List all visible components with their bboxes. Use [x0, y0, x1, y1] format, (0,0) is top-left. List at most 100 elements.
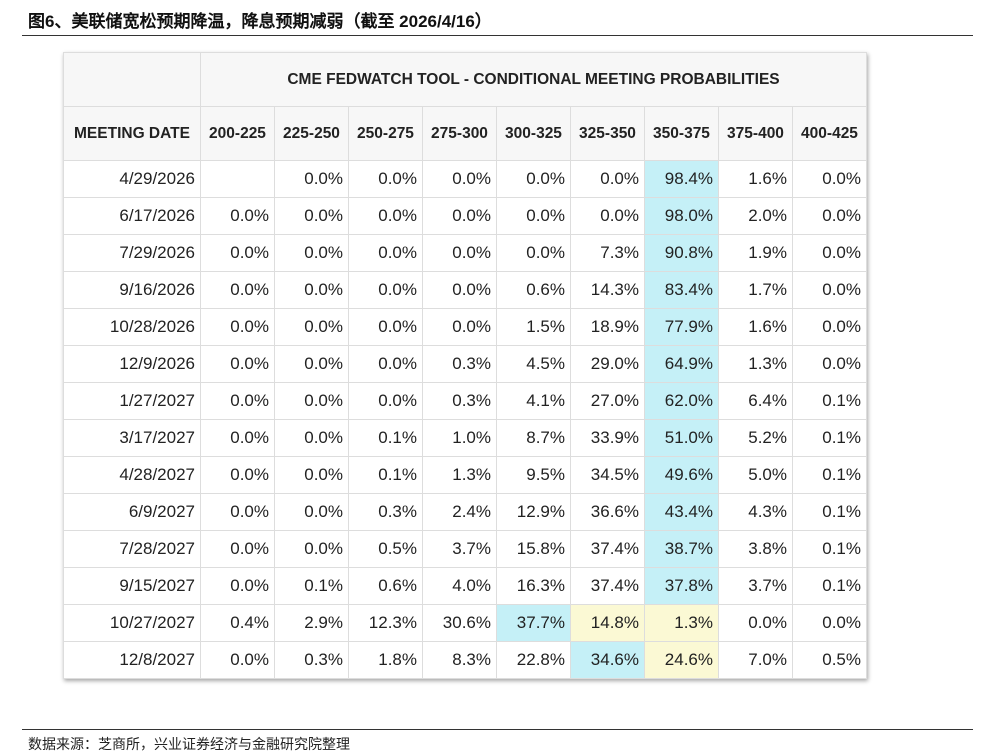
probability-cell: 0.1% — [348, 456, 423, 494]
probability-cell: 0.0% — [792, 604, 867, 642]
probability-cell: 2.0% — [718, 197, 793, 235]
meeting-date-cell: 7/28/2027 — [63, 530, 201, 568]
probability-cell: 0.0% — [274, 308, 349, 346]
probability-cell: 0.0% — [422, 271, 497, 309]
probability-cell: 0.5% — [348, 530, 423, 568]
probability-cell: 8.7% — [496, 419, 571, 457]
caption-empty-cell — [63, 52, 201, 107]
probability-cell: 0.0% — [348, 345, 423, 383]
table-row: 12/8/2027 0.0% 0.3% 1.8% 8.3% 22.8% 34.6% 24.6%… — [63, 641, 867, 679]
header-rate-range: 275-300 — [422, 106, 497, 161]
probability-cell: 1.6% — [718, 308, 793, 346]
probability-cell: 27.0% — [570, 382, 645, 420]
meeting-date-cell: 6/9/2027 — [63, 493, 201, 531]
top-divider — [22, 35, 973, 36]
probability-cell: 0.0% — [348, 382, 423, 420]
probability-cell: 62.0% — [644, 382, 719, 420]
probability-cell: 49.6% — [644, 456, 719, 494]
probability-cell: 1.3% — [718, 345, 793, 383]
probability-cell: 0.0% — [348, 197, 423, 235]
probability-cell: 0.1% — [274, 567, 349, 605]
probability-cell — [200, 160, 275, 198]
caption-row: CME FEDWATCH TOOL - CONDITIONAL MEETING … — [63, 52, 867, 107]
probability-cell: 0.0% — [718, 604, 793, 642]
probability-cell: 7.0% — [718, 641, 793, 679]
probability-cell: 29.0% — [570, 345, 645, 383]
probability-cell: 1.9% — [718, 234, 793, 272]
meeting-date-cell: 12/9/2026 — [63, 345, 201, 383]
probability-cell: 37.8% — [644, 567, 719, 605]
probability-cell: 98.0% — [644, 197, 719, 235]
probability-cell: 0.1% — [792, 419, 867, 457]
probability-cell: 0.0% — [274, 456, 349, 494]
header-rate-range: 325-350 — [570, 106, 645, 161]
probability-cell: 5.2% — [718, 419, 793, 457]
probability-cell: 64.9% — [644, 345, 719, 383]
meeting-date-cell: 9/15/2027 — [63, 567, 201, 605]
probability-cell: 0.0% — [792, 271, 867, 309]
probability-cell: 15.8% — [496, 530, 571, 568]
probability-cell: 0.0% — [274, 382, 349, 420]
probability-cell: 6.4% — [718, 382, 793, 420]
meeting-date-cell: 3/17/2027 — [63, 419, 201, 457]
probability-cell: 0.1% — [792, 456, 867, 494]
table-row: 7/28/2027 0.0% 0.0% 0.5% 3.7% 15.8% 37.4% 38.7%… — [63, 530, 867, 568]
probability-cell: 4.1% — [496, 382, 571, 420]
probability-cell: 0.0% — [274, 271, 349, 309]
probability-cell: 37.7% — [496, 604, 571, 642]
probability-cell: 0.0% — [274, 160, 349, 198]
table-row: 9/16/2026 0.0% 0.0% 0.0% 0.0% 0.6% 14.3% 83.4% 1… — [63, 271, 867, 309]
probability-cell: 0.0% — [274, 197, 349, 235]
probability-cell: 0.0% — [274, 345, 349, 383]
meeting-date-cell: 9/16/2026 — [63, 271, 201, 309]
probability-cell: 0.0% — [570, 197, 645, 235]
probability-cell: 0.0% — [200, 271, 275, 309]
table-row: 3/17/2027 0.0% 0.0% 0.1% 1.0% 8.7% 33.9% 51.0% 5… — [63, 419, 867, 457]
probability-cell: 0.0% — [496, 160, 571, 198]
header-rate-range: 250-275 — [348, 106, 423, 161]
probability-cell: 3.8% — [718, 530, 793, 568]
probability-cell: 90.8% — [644, 234, 719, 272]
table-row: 6/9/2027 0.0% 0.0% 0.3% 2.4% 12.9% 36.6% 43.4% 4… — [63, 493, 867, 531]
probability-cell: 0.0% — [200, 308, 275, 346]
probability-cell: 0.1% — [792, 567, 867, 605]
probability-cell: 0.0% — [274, 234, 349, 272]
probability-cell: 0.1% — [792, 493, 867, 531]
header-rate-range: 200-225 — [200, 106, 275, 161]
probability-cell: 0.1% — [792, 382, 867, 420]
probability-cell: 0.0% — [200, 197, 275, 235]
table-row: 4/28/2027 0.0% 0.0% 0.1% 1.3% 9.5% 34.5% 49.6% 5… — [63, 456, 867, 494]
probability-cell: 9.5% — [496, 456, 571, 494]
probability-cell: 0.6% — [348, 567, 423, 605]
header-rate-range: 375-400 — [718, 106, 793, 161]
probability-cell: 0.0% — [496, 197, 571, 235]
probability-cell: 0.3% — [422, 345, 497, 383]
probability-cell: 0.0% — [422, 197, 497, 235]
probability-cell: 5.0% — [718, 456, 793, 494]
bottom-divider — [22, 729, 973, 730]
probability-cell: 8.3% — [422, 641, 497, 679]
probability-cell: 16.3% — [496, 567, 571, 605]
probability-cell: 12.3% — [348, 604, 423, 642]
probability-cell: 51.0% — [644, 419, 719, 457]
probability-cell: 38.7% — [644, 530, 719, 568]
probability-cell: 2.9% — [274, 604, 349, 642]
probability-cell: 3.7% — [718, 567, 793, 605]
probability-cell: 0.1% — [348, 419, 423, 457]
probability-cell: 98.4% — [644, 160, 719, 198]
probability-cell: 0.0% — [422, 160, 497, 198]
probability-cell: 0.0% — [570, 160, 645, 198]
table-row: 4/29/2026 0.0% 0.0% 0.0% 0.0% 0.0% 98.4% 1.6% 0.… — [63, 160, 867, 198]
probability-cell: 1.3% — [422, 456, 497, 494]
probability-cell: 0.0% — [200, 419, 275, 457]
table-row: 6/17/2026 0.0% 0.0% 0.0% 0.0% 0.0% 0.0% 98.0% 2.… — [63, 197, 867, 235]
probability-cell: 0.0% — [274, 419, 349, 457]
probability-cell: 3.7% — [422, 530, 497, 568]
table-caption: CME FEDWATCH TOOL - CONDITIONAL MEETING … — [200, 52, 867, 107]
probability-cell: 0.0% — [200, 345, 275, 383]
probability-cell: 0.0% — [348, 308, 423, 346]
probability-cell: 0.0% — [792, 234, 867, 272]
table-row: 7/29/2026 0.0% 0.0% 0.0% 0.0% 0.0% 7.3% 90.8% 1.… — [63, 234, 867, 272]
table-row: 9/15/2027 0.0% 0.1% 0.6% 4.0% 16.3% 37.4% 37.8%… — [63, 567, 867, 605]
probability-cell: 0.0% — [496, 234, 571, 272]
